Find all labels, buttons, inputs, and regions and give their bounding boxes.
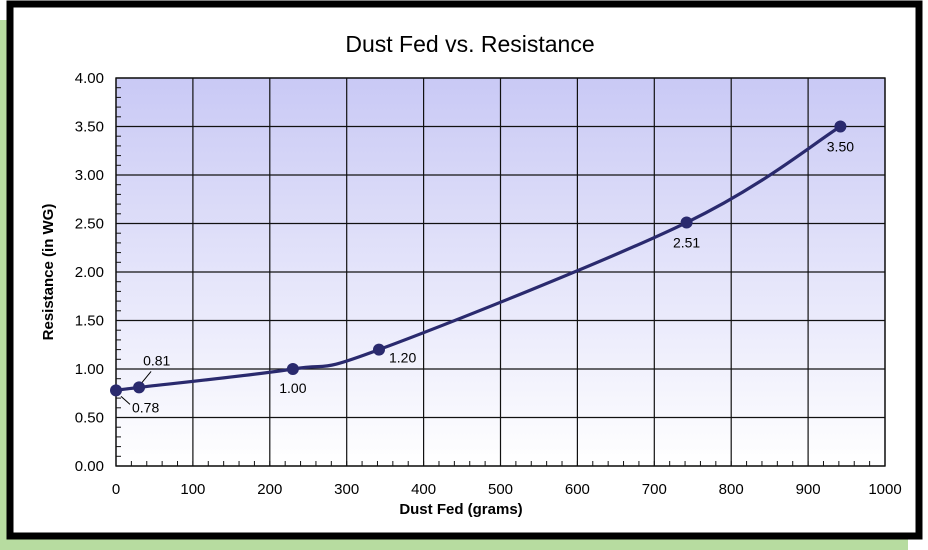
y-tick-label: 3.00 bbox=[75, 167, 104, 184]
x-axis-label: Dust Fed (grams) bbox=[399, 501, 522, 518]
data-point bbox=[110, 384, 122, 397]
data-point bbox=[834, 120, 847, 133]
y-tick-label: 1.50 bbox=[75, 313, 104, 330]
data-label: 0.81 bbox=[143, 352, 170, 368]
x-tick-label: 600 bbox=[565, 481, 590, 498]
x-tick-label: 300 bbox=[334, 481, 359, 498]
y-tick-labels: 0.00 0.50 1.00 1.50 2.00 2.50 3.00 3.50 4.00 bbox=[75, 70, 104, 475]
label-leader bbox=[120, 395, 131, 405]
x-tick-label: 900 bbox=[796, 481, 821, 498]
y-tick-label: 4.00 bbox=[75, 70, 104, 87]
data-label: 3.50 bbox=[827, 139, 854, 155]
x-tick-labels: 0 100 200 300 400 500 600 700 800 900 1000 bbox=[112, 481, 902, 498]
x-tick-label: 800 bbox=[719, 481, 744, 498]
data-label: 1.00 bbox=[279, 380, 306, 396]
y-tick-label: 1.00 bbox=[75, 361, 104, 378]
data-label: 1.20 bbox=[389, 350, 416, 366]
data-point bbox=[680, 216, 693, 229]
data-label: 0.78 bbox=[132, 399, 159, 415]
axis-ticks bbox=[115, 77, 886, 467]
y-tick-label: 3.50 bbox=[75, 119, 104, 136]
y-tick-label: 2.50 bbox=[75, 216, 104, 233]
x-tick-label: 200 bbox=[257, 481, 282, 498]
x-tick-label: 0 bbox=[112, 481, 120, 498]
data-point bbox=[133, 381, 146, 394]
data-label: 2.51 bbox=[673, 235, 700, 251]
series-layer: 0.78 0.81 1.00 1.20 2.51 3.50 bbox=[110, 120, 854, 415]
x-tick-label: 700 bbox=[642, 481, 667, 498]
chart-title: Dust Fed vs. Resistance bbox=[345, 31, 594, 57]
x-tick-label: 500 bbox=[488, 481, 513, 498]
data-point bbox=[286, 363, 299, 375]
y-tick-label: 0.50 bbox=[75, 410, 104, 427]
y-axis-label: Resistance (in WG) bbox=[40, 204, 57, 341]
x-tick-label: 100 bbox=[180, 481, 205, 498]
x-tick-label: 1000 bbox=[868, 481, 901, 498]
label-leader bbox=[141, 371, 152, 383]
x-tick-label: 400 bbox=[411, 481, 436, 498]
y-tick-label: 0.00 bbox=[75, 458, 104, 475]
y-tick-label: 2.00 bbox=[75, 264, 104, 281]
data-point bbox=[372, 343, 385, 356]
